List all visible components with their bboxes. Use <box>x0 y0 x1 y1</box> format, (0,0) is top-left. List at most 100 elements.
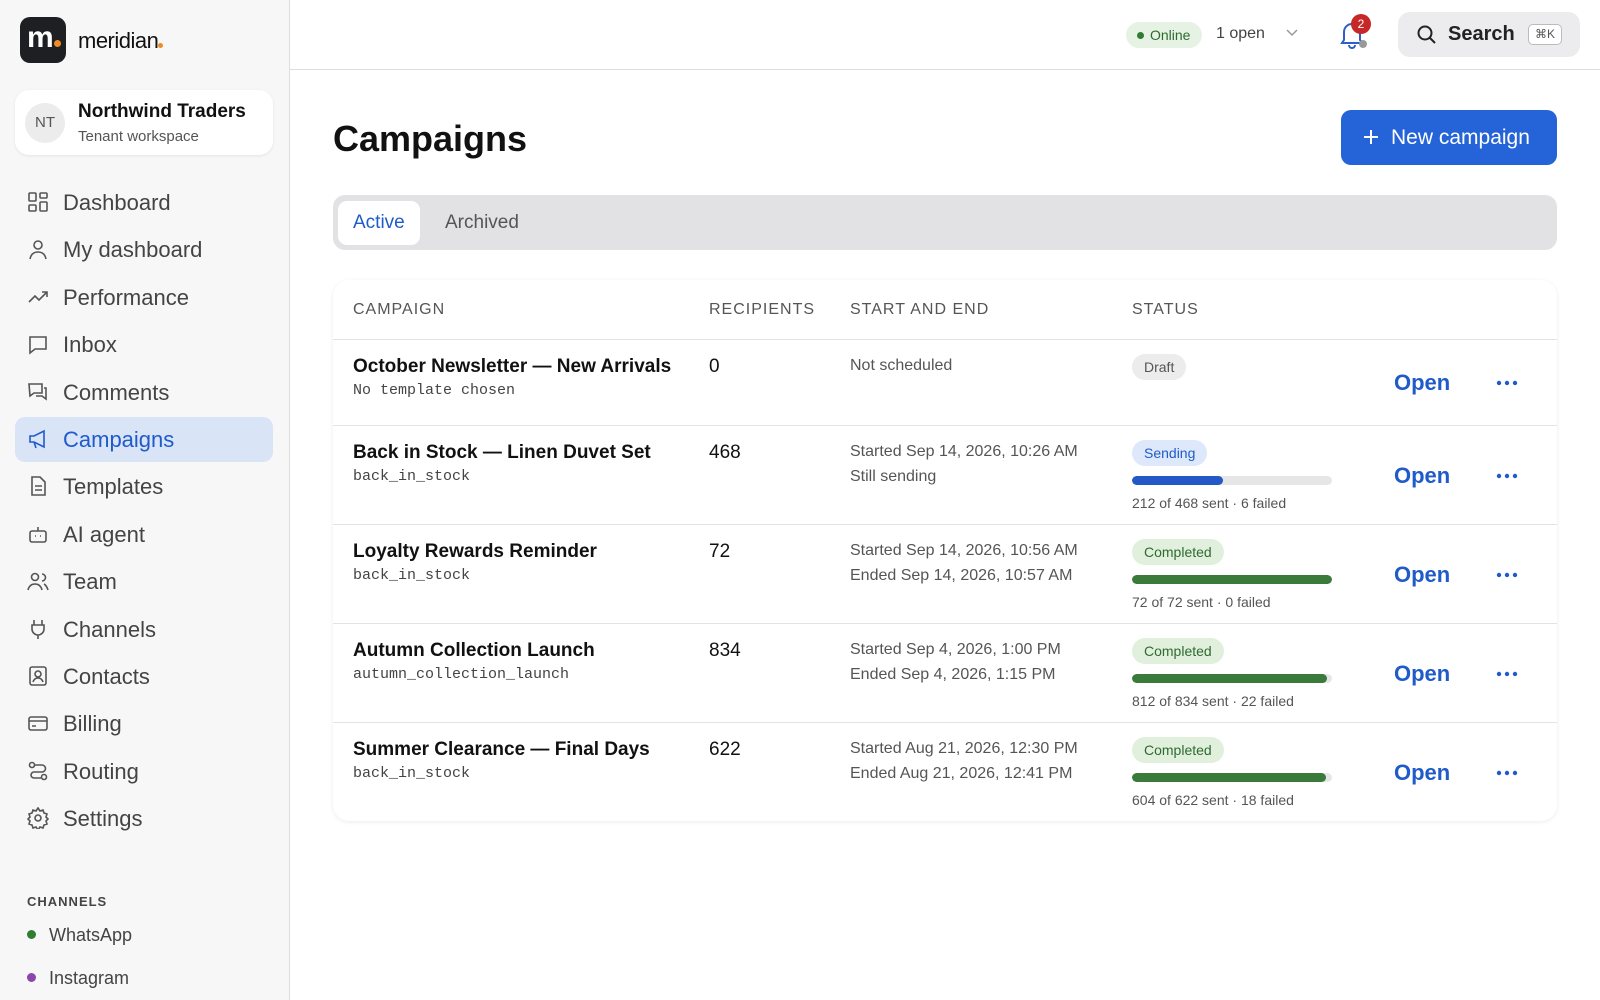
nav-label: Campaigns <box>63 427 175 452</box>
new-campaign-button[interactable]: New campaign <box>1341 110 1557 165</box>
status-pill: Online <box>1126 22 1203 48</box>
table-row: Autumn Collection Launch autumn_collectio… <box>333 623 1557 722</box>
progress-label: 604 of 622 sent · 18 failed <box>1132 792 1294 808</box>
nav-label: Settings <box>63 806 143 832</box>
nav-label: Comments <box>63 379 170 405</box>
status-pill: Draft <box>1132 354 1187 380</box>
search-icon <box>1417 25 1436 44</box>
nav-item[interactable]: Channels <box>15 607 273 652</box>
nav-icon <box>29 666 47 686</box>
brand: meridian <box>78 28 164 54</box>
more-button[interactable] <box>1495 567 1519 585</box>
logo-dot <box>53 40 61 47</box>
nav-item[interactable]: Contacts <box>15 654 273 699</box>
chevron <box>1286 29 1298 37</box>
nav-label: Templates <box>63 474 164 500</box>
open-link[interactable]: Open <box>1394 660 1451 686</box>
column-header: START AND END <box>850 301 990 318</box>
more-button[interactable] <box>1495 666 1519 684</box>
template-name: autumn_collection_launch <box>353 666 570 683</box>
nav-item[interactable]: Routing <box>15 749 273 794</box>
nav-item[interactable]: Campaigns <box>15 417 273 462</box>
brand-dot <box>158 43 164 48</box>
nav-item[interactable]: Team <box>15 559 273 604</box>
schedule-line: Started Sep 14, 2026, 10:56 AM <box>850 542 1078 559</box>
schedule-line: Ended Sep 4, 2026, 1:15 PM <box>850 666 1056 683</box>
status-pill: Completed <box>1132 539 1224 565</box>
channel-name: WhatsApp <box>49 925 133 945</box>
nav-icon <box>28 382 47 401</box>
schedule: Not scheduled <box>850 353 952 378</box>
workspace-card[interactable]: NT Northwind Traders Tenant workspace <box>15 90 273 155</box>
status-pill: Completed <box>1132 737 1224 763</box>
page-title: Campaigns <box>333 118 528 159</box>
more-icon <box>1496 770 1518 775</box>
nav-label: Performance <box>63 284 189 310</box>
progress-track <box>1132 773 1332 782</box>
search-button[interactable]: Search ⌘K <box>1398 12 1580 57</box>
template-name: back_in_stock <box>353 765 471 782</box>
channel-name: Instagram <box>49 968 130 988</box>
channel-item[interactable]: Instagram <box>27 968 129 989</box>
workspace-avatar: NT <box>25 103 65 143</box>
nav-item[interactable]: Comments <box>15 370 273 415</box>
open-dropdown[interactable]: 1 open <box>1216 25 1299 43</box>
topbar: Online 1 open 2 Search ⌘K <box>290 0 1600 70</box>
progress-track <box>1132 575 1332 584</box>
nav-item[interactable]: Templates <box>15 464 273 509</box>
more-icon <box>1496 671 1518 676</box>
new-campaign-label: New campaign <box>1391 126 1530 149</box>
nav-item[interactable]: My dashboard <box>15 227 273 272</box>
notification-badge: 2 <box>1351 14 1371 34</box>
open-link[interactable]: Open <box>1394 759 1451 785</box>
nav-label: Dashboard <box>63 190 171 215</box>
progress-label: 72 of 72 sent · 0 failed <box>1132 594 1271 610</box>
nav-item[interactable]: Settings <box>15 796 273 841</box>
nav-icon <box>29 526 47 543</box>
logo[interactable]: m <box>20 17 66 63</box>
progress-track <box>1132 476 1332 485</box>
channel-dot <box>27 930 36 939</box>
campaign-table: CAMPAIGN RECIPIENTS START AND END STATUS Oct… <box>333 280 1557 821</box>
more-icon <box>1496 572 1518 577</box>
campaign-name: Autumn Collection Launch <box>353 640 595 661</box>
workspace-name: Northwind Traders <box>78 101 246 122</box>
recipients: 468 <box>709 442 741 463</box>
nav-item[interactable]: Billing <box>15 701 273 746</box>
campaign-name: Loyalty Rewards Reminder <box>353 541 597 562</box>
open-link[interactable]: Open <box>1394 462 1451 488</box>
more-button[interactable] <box>1495 375 1519 393</box>
more-button[interactable] <box>1495 765 1519 783</box>
tab[interactable]: Archived <box>445 212 519 233</box>
more-button[interactable] <box>1495 468 1519 486</box>
template-name: back_in_stock <box>353 468 471 485</box>
nav-item[interactable]: AI agent <box>15 512 273 557</box>
nav-icon <box>29 429 45 449</box>
template-name: No template chosen <box>353 382 516 399</box>
progress-fill <box>1132 476 1223 485</box>
schedule: Started Aug 21, 2026, 12:30 PM Ended Aug … <box>850 736 1078 786</box>
progress-fill <box>1132 773 1327 782</box>
template-name: back_in_stock <box>353 567 471 584</box>
channel-item[interactable]: WhatsApp <box>27 925 132 946</box>
search-label: Search <box>1448 23 1515 45</box>
open-link[interactable]: Open <box>1394 561 1451 587</box>
nav-item[interactable]: Dashboard <box>15 180 273 225</box>
nav-item[interactable]: Performance <box>15 275 273 320</box>
channels-heading: CHANNELS <box>27 894 108 909</box>
nav-label: My dashboard <box>63 237 203 263</box>
column-header: STATUS <box>1132 301 1199 318</box>
open-link[interactable]: Open <box>1394 370 1451 395</box>
nav-icon <box>29 240 47 260</box>
more-icon <box>1496 473 1518 478</box>
schedule: Started Sep 4, 2026, 1:00 PM Ended Sep 4,… <box>850 637 1061 687</box>
open-count: 1 open <box>1216 25 1265 42</box>
nav-item[interactable]: Inbox <box>15 322 273 367</box>
status-pill: Completed <box>1132 638 1224 664</box>
nav-label: AI agent <box>63 521 145 547</box>
sidebar: m meridian NT Northwind Traders Tenant w… <box>0 0 290 1000</box>
nav-label: Team <box>63 569 117 595</box>
tab[interactable]: Active <box>338 201 420 245</box>
nav-icon <box>28 716 48 732</box>
